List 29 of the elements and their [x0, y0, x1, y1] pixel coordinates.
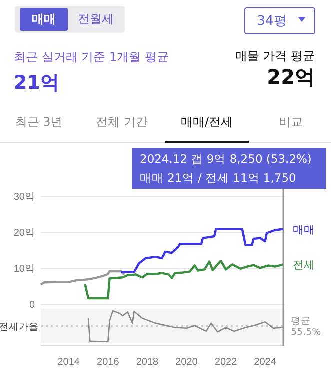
text: 34평 [257, 14, 287, 29]
x-tick-label: 2022 [214, 357, 238, 368]
text: 최근 실거래 기준 1개월 평균 [14, 50, 169, 64]
text: 전월세 [78, 12, 114, 26]
y-tick-label: 20억 [14, 228, 35, 240]
x-tick-label: 2018 [136, 357, 160, 368]
text: 매매 [32, 12, 56, 26]
text: 최근 3년 [15, 115, 63, 129]
series-label: 매매 [293, 223, 315, 236]
x-tick-label: 2024 [254, 357, 277, 368]
line-series [40, 270, 126, 286]
y-tick-label: 0 [29, 300, 36, 312]
line-series [84, 260, 284, 300]
x-tick-label: 2016 [97, 357, 120, 368]
text: 21억 [14, 72, 60, 94]
text: 비교 [279, 115, 303, 129]
text: 매매/전세 [180, 115, 234, 129]
y-tick-label: 10억 [14, 264, 35, 276]
text: 2024.12 갭 9억 8,250 (53.2%) [140, 152, 312, 166]
text: 매물 가격 평균 [235, 49, 315, 63]
y-tick-label: 30억 [14, 192, 35, 204]
x-tick-label: 2014 [58, 357, 80, 368]
line-series [120, 228, 284, 274]
text: 22억 [267, 65, 315, 89]
text: 전체 기간 [96, 115, 148, 129]
series-label: 전세 [293, 258, 315, 272]
x-tick-label: 2020 [176, 357, 198, 368]
ref-line-label: 평균 55.5% [291, 316, 322, 338]
text: 매매 21억 / 전세 11억 1,750 [140, 171, 296, 185]
